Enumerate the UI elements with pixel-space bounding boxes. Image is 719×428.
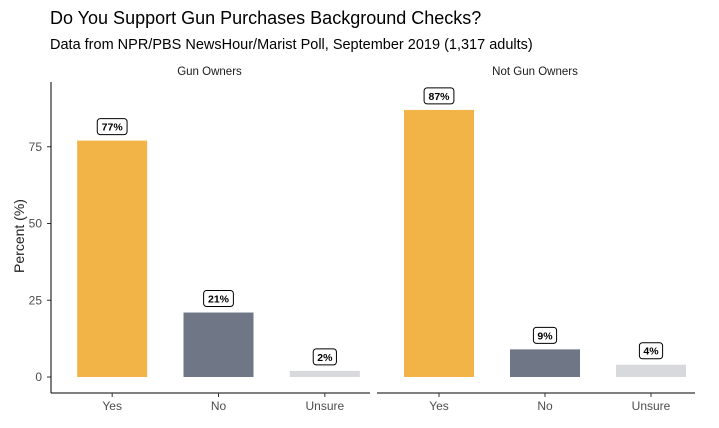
data-label: 87% — [428, 91, 450, 103]
y-axis-title: Percent (%) — [11, 199, 27, 273]
bar — [183, 312, 254, 377]
bar — [404, 109, 474, 377]
x-tick-label: Yes — [102, 399, 122, 413]
data-label-box — [532, 326, 558, 344]
data-label: 4% — [643, 346, 659, 358]
data-label-box — [312, 348, 337, 366]
facet-label: Not Gun Owners — [492, 66, 578, 78]
x-tick-label: Yes — [429, 399, 449, 413]
data-label-box — [203, 290, 234, 308]
data-label: 21% — [208, 294, 230, 306]
bar — [289, 370, 360, 377]
bar — [77, 140, 148, 377]
x-tick-label: No — [211, 399, 227, 413]
chart-subtitle: Data from NPR/PBS NewsHour/Marist Poll, … — [50, 37, 533, 53]
data-label: 77% — [102, 122, 124, 134]
facet-label: Gun Owners — [177, 66, 242, 78]
data-label-box — [96, 118, 128, 136]
x-tick-label: Unsure — [305, 399, 344, 413]
y-tick-label: 50 — [29, 217, 43, 231]
chart-title: Do You Support Gun Purchases Background … — [50, 8, 481, 28]
y-tick-label: 75 — [29, 140, 43, 154]
bar — [616, 364, 686, 377]
x-tick-label: No — [537, 399, 553, 413]
data-label-box — [423, 87, 455, 105]
y-tick-label: 25 — [29, 293, 43, 307]
data-label: 9% — [537, 330, 553, 342]
facet-panel: Gun Owners 77% Yes 21% No 2% Unsure — [50, 66, 370, 413]
facet-panel: Not Gun Owners 87% Yes 9% No 4% Unsure — [377, 66, 695, 413]
y-tick-label: 0 — [35, 370, 42, 384]
data-label: 2% — [317, 352, 333, 364]
data-label-box — [638, 342, 664, 360]
x-tick-label: Unsure — [632, 399, 671, 413]
bar — [510, 349, 580, 377]
